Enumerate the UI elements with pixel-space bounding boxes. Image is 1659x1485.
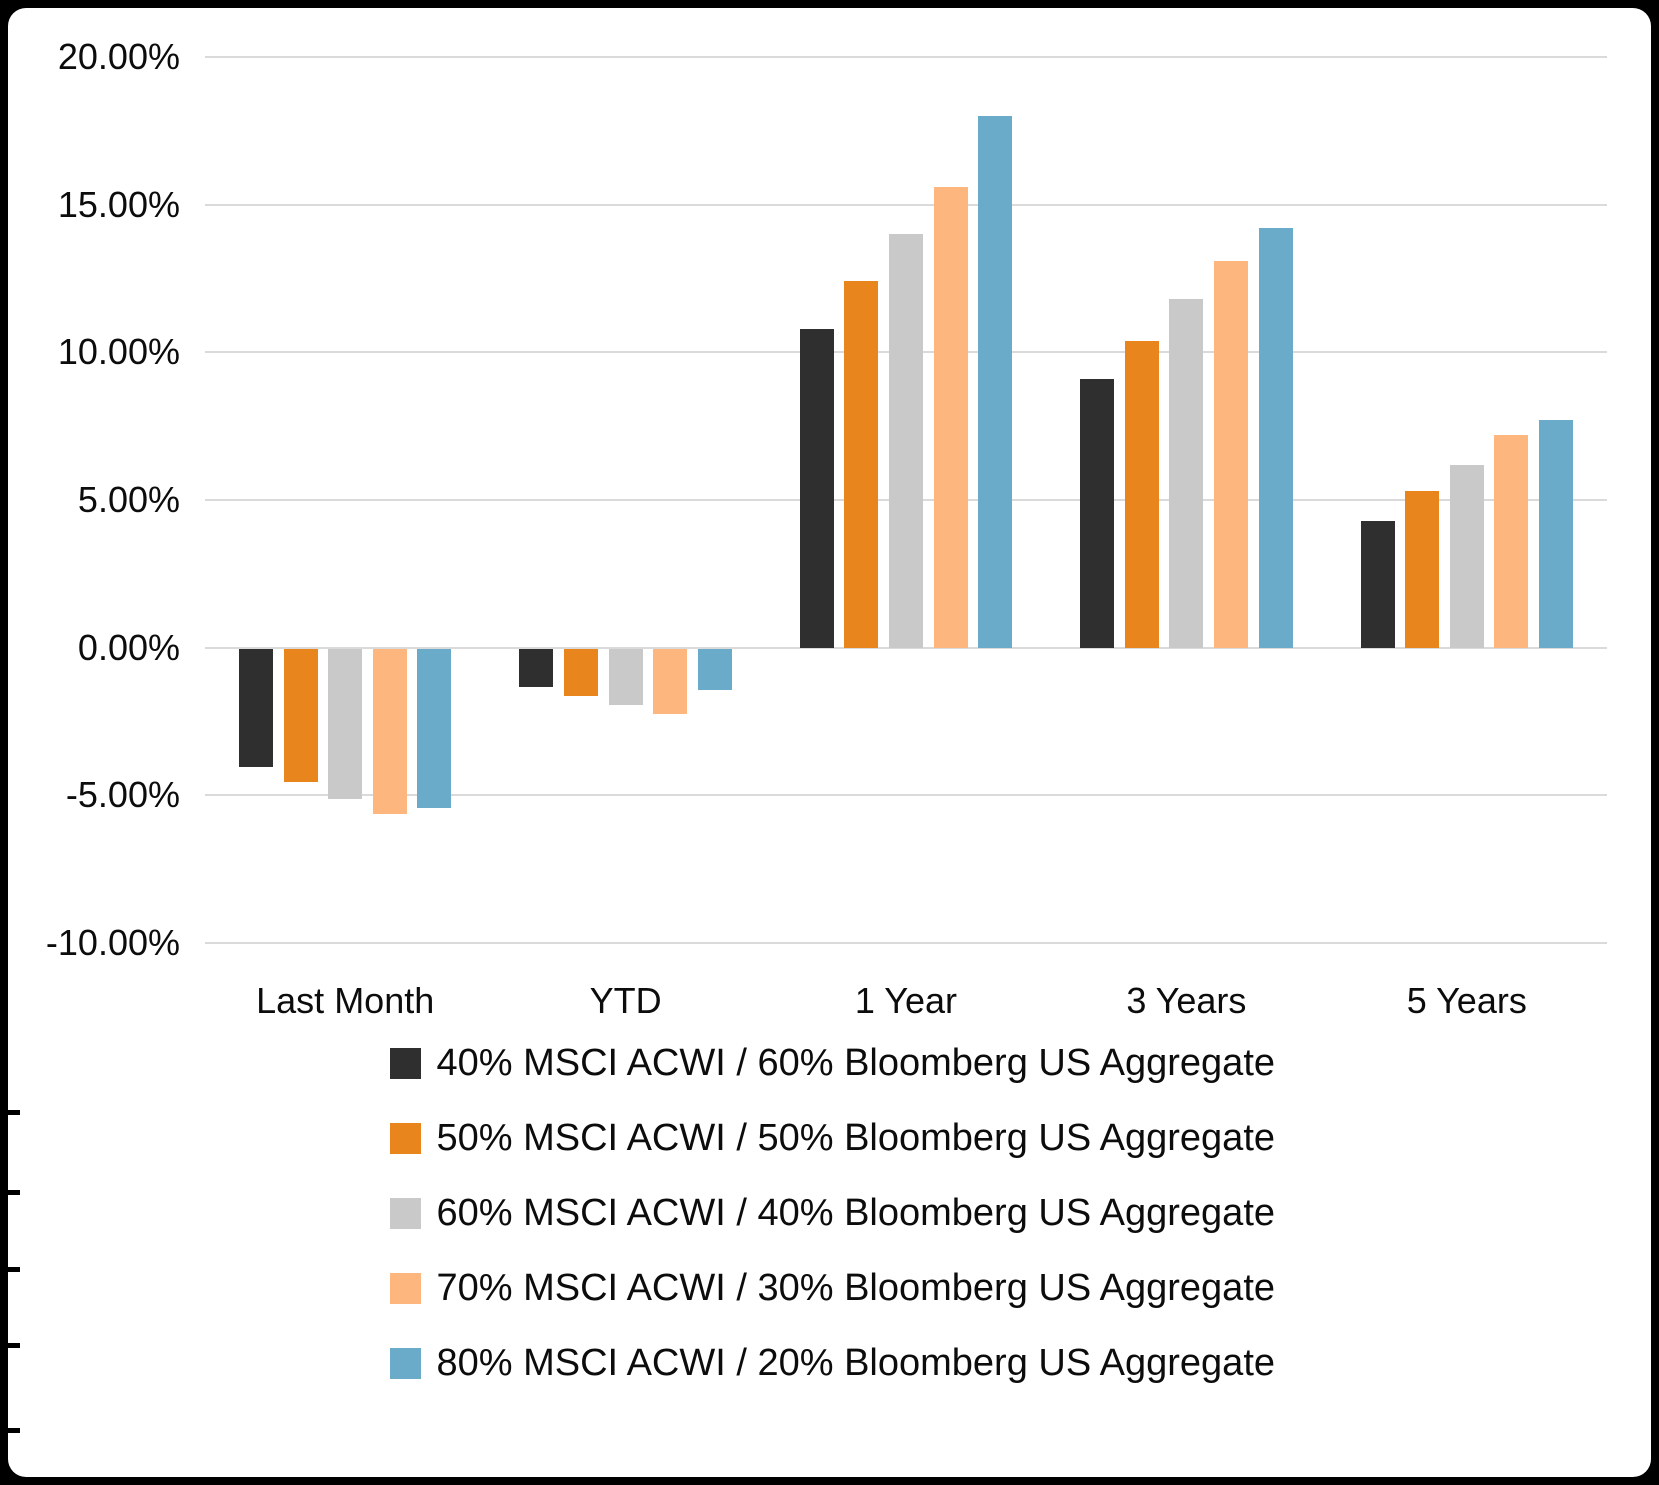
y-tick-label: -5.00% bbox=[65, 774, 180, 816]
x-axis-label: 1 Year bbox=[854, 980, 958, 1021]
left-edge-tick bbox=[8, 1110, 20, 1115]
bar-3-years-series-4 bbox=[1258, 228, 1293, 648]
legend-label: 60% MSCI ACWI / 40% Bloomberg US Aggrega… bbox=[436, 1192, 1276, 1234]
gridline bbox=[205, 942, 1607, 944]
bar-ytd-series-3 bbox=[653, 648, 688, 714]
bar-3-years-series-2 bbox=[1169, 299, 1204, 648]
bar-1-year-series-3 bbox=[933, 186, 968, 648]
bar-ytd-series-0 bbox=[519, 648, 554, 688]
plot-area bbox=[205, 56, 1607, 944]
left-edge-tick bbox=[8, 1343, 20, 1348]
legend-label: 70% MSCI ACWI / 30% Bloomberg US Aggrega… bbox=[436, 1267, 1276, 1309]
gridline bbox=[205, 56, 1607, 58]
bar-1-year-series-4 bbox=[978, 116, 1013, 648]
chart-legend: 40% MSCI ACWI / 60% Bloomberg US Aggrega… bbox=[8, 1040, 1651, 1386]
bar-ytd-series-2 bbox=[608, 648, 643, 705]
bar-5-years-series-3 bbox=[1494, 435, 1529, 648]
bar-last-month-series-4 bbox=[417, 648, 452, 809]
chart-canvas: 20.00% 15.00% 10.00% 5.00% 0.00% -5.00% -10.00… bbox=[8, 8, 1651, 1477]
y-tick-label: 20.00% bbox=[57, 36, 180, 77]
x-axis-label: YTD bbox=[589, 980, 662, 1021]
legend-swatch-icon bbox=[389, 1047, 421, 1079]
bar-last-month-series-3 bbox=[372, 648, 407, 815]
bar-5-years-series-0 bbox=[1360, 520, 1395, 648]
bar-3-years-series-3 bbox=[1214, 260, 1248, 648]
legend-swatch-icon bbox=[389, 1197, 421, 1229]
left-edge-tick bbox=[8, 1428, 20, 1433]
legend-label: 50% MSCI ACWI / 50% Bloomberg US Aggrega… bbox=[436, 1117, 1276, 1159]
left-edge-tick bbox=[8, 1190, 20, 1195]
y-tick-label: 5.00% bbox=[77, 479, 180, 520]
x-axis-labels: Last Month YTD 1 Year 3 Years 5 Years bbox=[205, 979, 1607, 1023]
legend-label: 80% MSCI ACWI / 20% Bloomberg US Aggrega… bbox=[436, 1342, 1276, 1384]
x-axis-label: Last Month bbox=[256, 980, 435, 1021]
legend-swatch-icon bbox=[389, 1347, 421, 1379]
legend-item: 50% MSCI ACWI / 50% Bloomberg US Aggrega… bbox=[389, 1115, 1275, 1161]
left-edge-tick bbox=[8, 1267, 20, 1272]
bar-3-years-series-0 bbox=[1080, 378, 1115, 648]
bar-ytd-series-4 bbox=[697, 648, 732, 690]
y-tick-label: -10.00% bbox=[45, 922, 180, 963]
bar-last-month-series-2 bbox=[328, 648, 363, 800]
legend-item: 80% MSCI ACWI / 20% Bloomberg US Aggrega… bbox=[389, 1340, 1275, 1386]
bar-last-month-series-0 bbox=[239, 648, 273, 767]
bar-1-year-series-0 bbox=[799, 328, 834, 648]
bar-1-year-series-1 bbox=[844, 281, 879, 648]
x-axis-label: 3 Years bbox=[1126, 980, 1247, 1021]
legend-swatch-icon bbox=[389, 1272, 421, 1304]
legend-item: 40% MSCI ACWI / 60% Bloomberg US Aggrega… bbox=[389, 1040, 1275, 1086]
y-tick-label: 15.00% bbox=[57, 183, 180, 225]
legend-swatch-icon bbox=[389, 1122, 421, 1154]
x-axis-label: 5 Years bbox=[1406, 980, 1527, 1021]
y-tick-label: 10.00% bbox=[57, 331, 180, 373]
gridline bbox=[205, 646, 1607, 649]
legend-item: 70% MSCI ACWI / 30% Bloomberg US Aggrega… bbox=[389, 1265, 1275, 1311]
bar-1-year-series-2 bbox=[889, 234, 923, 648]
legend-label: 40% MSCI ACWI / 60% Bloomberg US Aggrega… bbox=[436, 1042, 1276, 1084]
bar-last-month-series-1 bbox=[283, 648, 318, 782]
bar-ytd-series-1 bbox=[564, 648, 598, 696]
bar-5-years-series-2 bbox=[1449, 464, 1484, 648]
gridline bbox=[205, 203, 1607, 206]
gridline bbox=[205, 794, 1607, 797]
bar-3-years-series-1 bbox=[1124, 340, 1159, 648]
legend-item: 60% MSCI ACWI / 40% Bloomberg US Aggrega… bbox=[389, 1190, 1275, 1236]
y-tick-label: 0.00% bbox=[77, 626, 180, 668]
bar-5-years-series-4 bbox=[1539, 420, 1573, 648]
bar-5-years-series-1 bbox=[1405, 491, 1440, 648]
